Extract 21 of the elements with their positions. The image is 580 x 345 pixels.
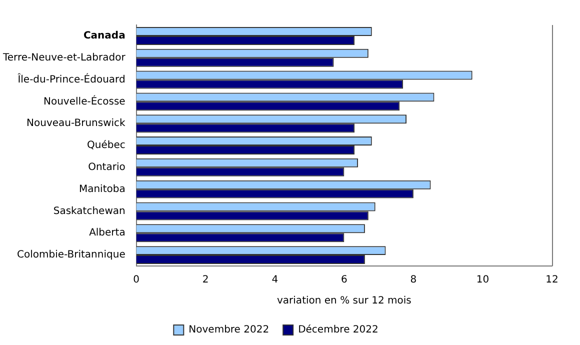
x-tick-label: 8 [410, 274, 417, 286]
x-tick-label: 4 [272, 274, 278, 286]
y-tick-label: Île-du-Prince-Édouard [18, 72, 126, 86]
y-tick-label: Nouveau-Brunswick [26, 118, 126, 130]
y-tick-label: Alberta [89, 228, 126, 239]
legend-label: Novembre 2022 [188, 324, 270, 336]
x-tick-label: 6 [340, 274, 348, 286]
x-axis-title: variation en % sur 12 mois [277, 296, 412, 307]
x-tick-label: 2 [202, 274, 209, 286]
y-tick-label: Québec [86, 140, 126, 152]
y-tick-label: Terre-Neuve-et-Labrador [2, 52, 126, 64]
x-tick-label: 10 [476, 274, 490, 286]
legend-label: Décembre 2022 [298, 324, 378, 336]
x-tick-label: 0 [133, 274, 140, 286]
y-tick-label: Saskatchewan [53, 206, 126, 217]
y-tick-label: Ontario [88, 162, 126, 174]
y-tick-label: Canada [83, 30, 126, 42]
x-tick-label: 12 [546, 274, 558, 286]
y-tick-label: Nouvelle-Écosse [44, 94, 126, 108]
y-tick-label: Colombie-Britannique [16, 250, 126, 261]
y-tick-label: Manitoba [78, 184, 126, 195]
